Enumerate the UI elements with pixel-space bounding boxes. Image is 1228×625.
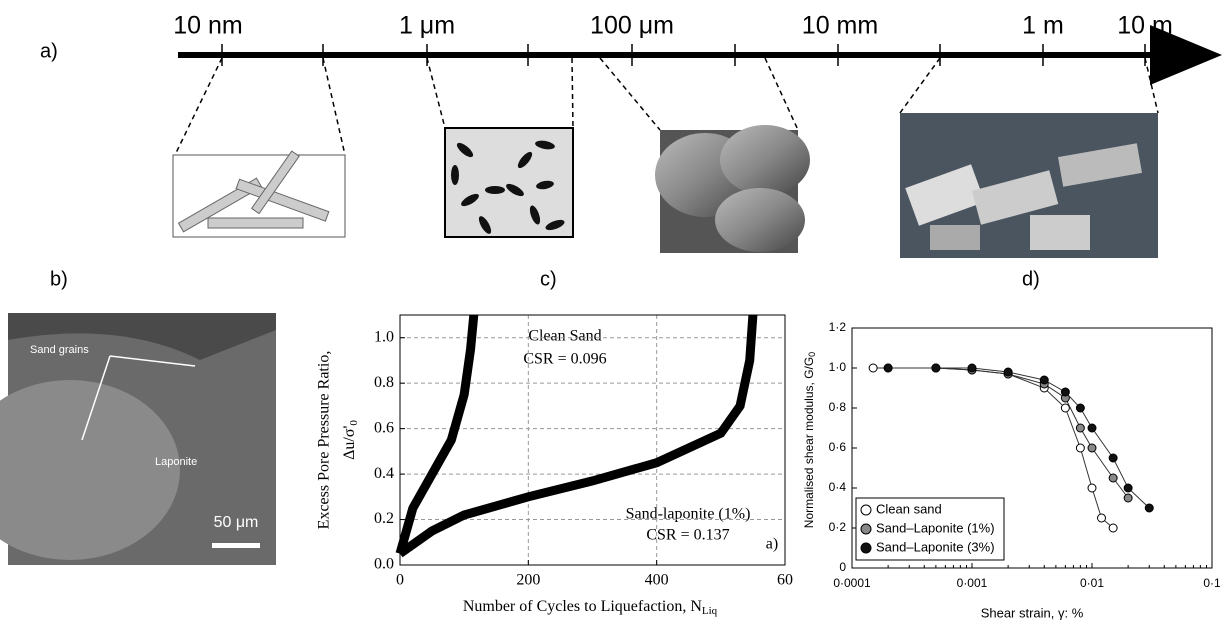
- data-point: [868, 363, 878, 373]
- y-tick-label: 1.0: [374, 328, 394, 345]
- legend-marker: [860, 523, 872, 535]
- y-tick-label: 0: [839, 560, 846, 574]
- data-point: [1003, 367, 1013, 377]
- y-tick-label: 0·6: [829, 440, 847, 454]
- panel-label: b): [50, 268, 68, 290]
- data-point: [1039, 375, 1049, 385]
- x-tick-label: 0·1: [1203, 576, 1221, 590]
- gel-network: [444, 127, 574, 238]
- scale-ticks: [221, 44, 1146, 66]
- data-point: [1123, 493, 1133, 503]
- x-tick-label: 200: [516, 572, 540, 589]
- panel-label: d): [1022, 268, 1040, 290]
- scale-label: 10 nm: [173, 12, 242, 40]
- annotation: CSR = 0.096: [523, 351, 606, 368]
- x-axis-title: Shear strain, γ: %: [981, 605, 1084, 620]
- scale-label: 10 m: [1117, 12, 1173, 40]
- legend-label: Clean sand: [876, 501, 942, 516]
- data-point: [1075, 443, 1085, 453]
- panel-label: a): [40, 40, 58, 62]
- chart: 0.0 0.2 0.4 0.6 0.8 1.0 0 200 400 60: [374, 314, 793, 589]
- y-tick-label: 0.0: [374, 556, 394, 573]
- scale-bar-label: 50 μm: [214, 514, 259, 531]
- plot-frame: [851, 327, 1213, 569]
- connector-line: [888, 367, 1150, 509]
- data-point: [1097, 513, 1107, 523]
- x-tick-label: 0: [396, 572, 404, 589]
- y-axis-title: Δu/σ'0: [341, 420, 360, 460]
- buildings-photo: [900, 113, 1158, 258]
- legend-marker: [860, 504, 872, 516]
- chart: 0 0·2 0·4 0·6 0·8 1·0 1·2 0·0001 0·001 0·01 0·1 Cle…: [829, 320, 1221, 590]
- data-line: [395, 314, 479, 555]
- scale-label: 100 μm: [590, 12, 674, 40]
- panel-label: c): [540, 268, 557, 290]
- annotation: Clean Sand: [528, 328, 601, 345]
- y-tick-label: 0·4: [829, 480, 847, 494]
- data-point: [1108, 453, 1118, 463]
- annotation: CSR = 0.137: [646, 527, 729, 544]
- x-axis-title: Number of Cycles to Liquefaction, NLiq: [463, 598, 718, 617]
- x-tick-label: 0·001: [957, 576, 988, 590]
- data-line: [397, 314, 758, 558]
- data-point: [1108, 473, 1118, 483]
- y-tick-label: 0.2: [374, 510, 394, 527]
- y-tick-label: 1·0: [829, 360, 847, 374]
- data-point: [931, 363, 941, 373]
- plot-frame: [399, 314, 786, 566]
- y-tick-label: 0·8: [829, 400, 847, 414]
- y-axis-title: Normalised shear modulus, G/G0: [802, 352, 817, 528]
- y-tick-label: 0.6: [374, 419, 394, 436]
- x-tick-label: 400: [645, 572, 669, 589]
- zoom-lines: [174, 57, 1159, 156]
- scale-label: 10 mm: [802, 12, 878, 40]
- data-point: [1075, 423, 1085, 433]
- y-tick-label: 0.4: [374, 465, 394, 482]
- data-point: [967, 363, 977, 373]
- data-point: [1087, 423, 1097, 433]
- data-point: [883, 363, 893, 373]
- data-point: [1144, 503, 1154, 513]
- data-point: [1087, 483, 1097, 493]
- data-point: [1075, 403, 1085, 413]
- annotation: a): [766, 536, 778, 553]
- y-tick-label: 0.8: [374, 374, 394, 391]
- y-axis-title: Excess Pore Pressure Ratio,: [316, 351, 333, 530]
- annotation: Sand-laponite (1%): [626, 506, 751, 523]
- legend-label: Sand–Laponite (1%): [876, 520, 995, 535]
- scale-label: 1 m: [1022, 12, 1064, 40]
- data-point: [1108, 523, 1118, 533]
- sand-grains-photo: [655, 125, 810, 253]
- photo-label: Sand grains: [30, 344, 89, 356]
- legend-marker: [860, 542, 872, 554]
- x-tick-label: 0·01: [1080, 576, 1104, 590]
- y-tick-label: 1·2: [829, 320, 847, 334]
- legend-box: [855, 497, 1005, 561]
- legend-label: Sand–Laponite (3%): [876, 539, 995, 554]
- data-point: [1060, 387, 1070, 397]
- x-tick-label: 60: [777, 572, 793, 589]
- clay-platelets: [172, 150, 346, 238]
- connector-line: [888, 367, 1129, 499]
- y-tick-label: 0·2: [829, 520, 847, 534]
- scale-label: 1 μm: [399, 12, 455, 40]
- x-tick-label: 0·0001: [833, 576, 871, 590]
- data-point: [1087, 443, 1097, 453]
- data-point: [1123, 483, 1133, 493]
- data-point: [1060, 403, 1070, 413]
- sem-photo: [0, 313, 276, 565]
- photo-label: Laponite: [155, 456, 197, 468]
